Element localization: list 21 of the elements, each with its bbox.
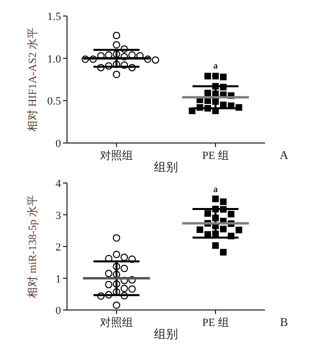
x-axis-title: 组别 <box>154 160 178 174</box>
x-tick-label: 对照组 <box>100 149 133 162</box>
x-axis-title: 组别 <box>154 327 178 341</box>
y-tick-label: 0 <box>56 138 62 150</box>
y-axis-title: 相对 miR-138-5p 水平 <box>26 194 39 298</box>
y-tick-label: 4 <box>56 178 62 190</box>
y-tick-label: 1 <box>56 273 61 286</box>
annotation: a <box>213 60 218 70</box>
text: B <box>280 315 288 329</box>
y-tick-label: 1.5 <box>47 11 62 23</box>
x-tick-label: PE 组 <box>202 150 229 162</box>
x-tick-label: 对照组 <box>100 316 133 329</box>
text: A <box>280 148 289 162</box>
x-tick-label: PE 组 <box>202 317 229 329</box>
annotation: a <box>213 184 218 194</box>
y-tick-label: 0 <box>56 305 62 317</box>
y-tick-label: 3 <box>56 210 62 222</box>
y-tick-label: 1.0 <box>47 53 62 66</box>
y-tick-label: 2 <box>56 242 61 254</box>
y-axis-title: 相对 HIF1A-AS2 水平 <box>26 28 39 132</box>
y-tick-label: 0.5 <box>47 96 62 108</box>
